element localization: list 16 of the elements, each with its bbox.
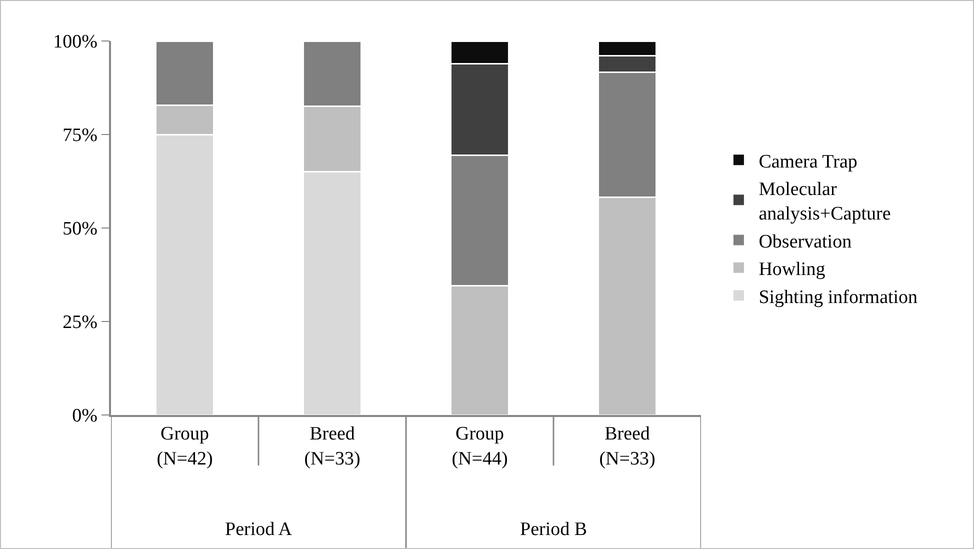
x-tick-label: Group (N=42) <box>156 424 213 470</box>
x-tick-label: Breed (N=33) <box>304 424 360 470</box>
legend-label: Howling <box>758 259 826 280</box>
legend-label: Sighting information <box>758 286 918 308</box>
x-tick-label: Group (N=44) <box>452 424 508 470</box>
y-tick-label: 100% <box>53 32 98 53</box>
legend-label: Observation <box>758 231 852 252</box>
legend-label: Molecular analysis+Capture <box>758 178 891 225</box>
text: Period A <box>225 519 292 540</box>
y-tick-label: 50% <box>62 218 98 240</box>
y-tick-label: 75% <box>62 125 98 146</box>
y-tick-label: 0% <box>72 406 98 427</box>
x-tick-label: Breed (N=33) <box>599 424 656 470</box>
y-tick-label: 25% <box>62 312 98 334</box>
text: Period B <box>520 519 588 540</box>
legend-label: Camera Trap <box>758 151 858 172</box>
